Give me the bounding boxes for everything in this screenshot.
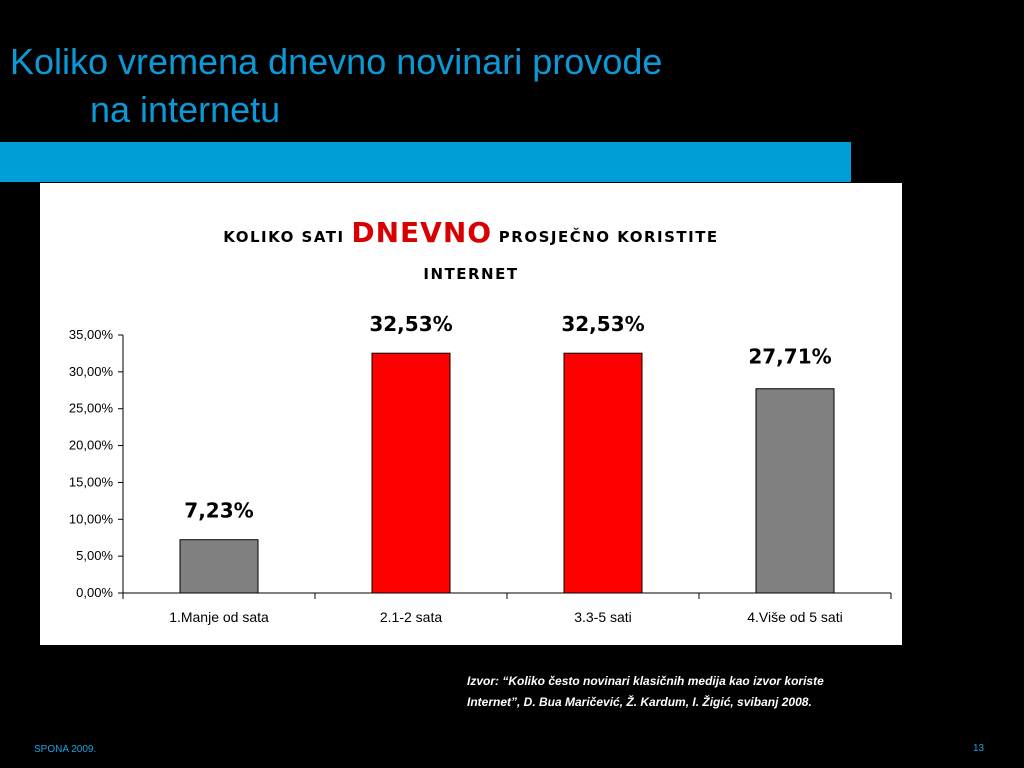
source-line-1: Izvor: “Koliko često novinari klasičnih … xyxy=(467,674,824,688)
chart-panel: KOLIKO SATI DNEVNO PROSJEČNO KORISTITE IN… xyxy=(40,183,902,645)
y-tick-label: 0,00% xyxy=(76,585,113,600)
data-label: 32,53% xyxy=(369,312,452,336)
chart-title-line2: INTERNET xyxy=(423,265,518,283)
chart-title-part: PROSJEČNO KORISTITE xyxy=(492,227,719,246)
x-tick-label: 4.Više od 5 sati xyxy=(747,609,842,625)
y-tick-label: 35,00% xyxy=(69,327,114,342)
x-tick-label: 1.Manje od sata xyxy=(169,609,269,625)
data-label: 27,71% xyxy=(748,345,831,369)
bar xyxy=(179,539,259,594)
x-tick-label: 2.1-2 sata xyxy=(380,609,442,625)
slide-title-line2: na internetu xyxy=(90,89,281,130)
source-note: Izvor: “Koliko često novinari klasičnih … xyxy=(467,671,987,713)
y-tick-label: 30,00% xyxy=(69,364,114,379)
slide-title: Koliko vremena dnevno novinari provode n… xyxy=(10,38,662,134)
source-line-2: Internet”, D. Bua Maričević, Ž. Kardum, … xyxy=(467,695,812,709)
chart-title-line1: KOLIKO SATI DNEVNO PROSJEČNO KORISTITE xyxy=(223,216,718,249)
y-tick-label: 5,00% xyxy=(76,548,113,563)
bar-chart: KOLIKO SATI DNEVNO PROSJEČNO KORISTITE IN… xyxy=(69,216,892,625)
y-tick-label: 20,00% xyxy=(69,438,114,453)
chart-title-highlight: DNEVNO xyxy=(351,216,492,249)
slide-title-line1: Koliko vremena dnevno novinari provode xyxy=(10,41,663,82)
chart-title-part: KOLIKO SATI xyxy=(223,228,351,246)
bar xyxy=(371,352,451,594)
y-tick-label: 25,00% xyxy=(69,401,114,416)
bar xyxy=(755,388,835,594)
page-number: 13 xyxy=(973,743,985,754)
data-label: 7,23% xyxy=(184,499,253,523)
x-tick-label: 3.3-5 sati xyxy=(574,609,632,625)
footer-label: SPONA 2009. xyxy=(34,744,97,755)
y-tick-label: 15,00% xyxy=(69,474,114,489)
bar xyxy=(563,352,643,594)
y-tick-label: 10,00% xyxy=(69,511,114,526)
accent-bar xyxy=(0,142,851,182)
data-label: 32,53% xyxy=(561,312,644,336)
